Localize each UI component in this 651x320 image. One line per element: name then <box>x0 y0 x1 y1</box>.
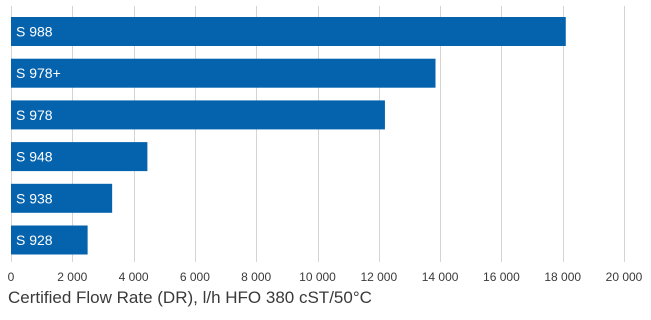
bar <box>11 100 385 130</box>
bar <box>11 58 436 88</box>
bar <box>11 142 148 172</box>
grid-lines <box>11 6 625 262</box>
x-tick-label: 8 000 <box>241 270 271 284</box>
x-tick-label: 14 000 <box>422 270 459 284</box>
bar-category-label: S 978 <box>16 107 53 123</box>
x-tick-label: 10 000 <box>299 270 336 284</box>
x-tick-label: 4 000 <box>119 270 149 284</box>
x-tick-label: 20 000 <box>606 270 643 284</box>
bar <box>11 183 113 213</box>
bar <box>11 17 566 46</box>
bar-category-label: S 988 <box>16 24 53 40</box>
x-axis-ticks: 0 2 000 4 000 6 000 8 000 10 000 12 000 14 000 1… <box>8 270 643 284</box>
x-tick-label: 16 000 <box>483 270 520 284</box>
bar-category-label: S 928 <box>16 232 53 248</box>
bar-category-label: S 978+ <box>16 65 61 81</box>
bars: S 988 S 978+ S 978 S 948 S 938 S 928 <box>11 17 566 255</box>
x-tick-label: 12 000 <box>360 270 397 284</box>
bar-category-label: S 948 <box>16 149 53 165</box>
bar <box>11 225 88 255</box>
x-axis-title: Certified Flow Rate (DR), l/h HFO 380 cS… <box>8 288 372 307</box>
bar-category-label: S 938 <box>16 190 53 206</box>
x-tick-label: 6 000 <box>180 270 210 284</box>
x-tick-label: 0 <box>8 270 15 284</box>
x-tick-label: 2 000 <box>57 270 87 284</box>
x-tick-label: 18 000 <box>544 270 581 284</box>
